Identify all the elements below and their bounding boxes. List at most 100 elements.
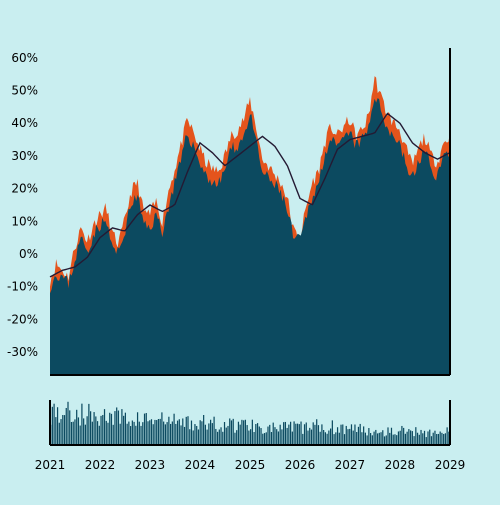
volume-bar <box>370 433 372 445</box>
x-tick-label: 2028 <box>385 458 416 472</box>
volume-bar <box>394 434 396 445</box>
volume-bar <box>84 424 86 445</box>
volume-bar <box>74 419 76 445</box>
volume-bar <box>140 425 142 445</box>
volume-bar <box>312 422 314 445</box>
volume-bar <box>333 434 335 445</box>
volume-bar <box>404 433 406 445</box>
volume-bar <box>182 418 184 445</box>
volume-bar <box>253 432 255 445</box>
volume-bar <box>210 419 212 445</box>
volume-bar <box>244 419 246 445</box>
volume-bar <box>103 409 106 445</box>
volume-bar <box>411 431 413 445</box>
volume-bar <box>383 436 386 445</box>
volume-bar <box>430 436 433 445</box>
y-axis: -30% -20% -10% 0% 10% 20% 30% 40% 50% 60% <box>7 51 38 359</box>
volume-bar <box>157 419 160 445</box>
volume-bar <box>303 424 306 445</box>
volume-bar <box>237 421 240 445</box>
y-tick-label: 40% <box>11 116 38 130</box>
volume-bar <box>58 422 60 445</box>
volume-bar <box>156 420 158 445</box>
y-tick-label: 60% <box>11 51 38 65</box>
volume-bar <box>138 421 140 445</box>
x-tick-label: 2023 <box>135 458 166 472</box>
volume-bar <box>352 430 354 445</box>
volume-bar <box>286 427 288 445</box>
y-tick-label: 30% <box>11 149 38 163</box>
volume-bar <box>343 434 346 445</box>
volume-bar <box>296 423 299 445</box>
volume-bar <box>62 414 64 445</box>
volume-bar <box>317 425 320 445</box>
volume-bar <box>415 427 417 445</box>
volume-bar <box>396 435 398 445</box>
volume-bar <box>392 434 394 445</box>
volume-bar <box>230 420 233 445</box>
volume-bar <box>283 422 285 445</box>
volume-bar <box>319 431 321 445</box>
volume-bar <box>276 429 278 445</box>
volume-bar <box>117 410 120 445</box>
x-axis: 2021 2022 2023 2024 2025 2026 2027 2028 2029 <box>35 458 466 472</box>
volume-bar <box>123 415 125 445</box>
volume-bar <box>176 420 179 445</box>
volume-bar <box>310 429 313 445</box>
volume-bar <box>375 429 377 445</box>
volume-bar <box>170 423 172 445</box>
volume-bar <box>291 431 293 445</box>
volume-bar <box>91 421 93 445</box>
volume-bar <box>130 426 132 445</box>
volume-bar <box>263 433 266 445</box>
volume-bar <box>175 423 177 445</box>
volume-bar <box>220 427 222 445</box>
volume-bar <box>371 435 373 445</box>
x-tick-label: 2029 <box>435 458 466 472</box>
volume-bar <box>326 433 328 445</box>
volume-bar <box>98 425 100 445</box>
volume-bar <box>178 419 180 445</box>
volume-bar <box>72 421 74 445</box>
volume-bar <box>323 430 325 445</box>
volume-bar <box>133 421 135 445</box>
volume-bar <box>350 424 353 445</box>
volume-bar <box>86 416 88 445</box>
volume-bar <box>213 416 215 445</box>
volume-bar <box>223 422 226 445</box>
volume-bar <box>256 423 259 445</box>
volume-bar <box>324 432 326 445</box>
volume-bar <box>239 424 241 445</box>
volume-bar <box>420 429 422 445</box>
volume-bar <box>321 424 323 445</box>
volume-bar <box>293 421 295 445</box>
volume-bar <box>81 403 83 445</box>
volume-bar <box>192 430 194 445</box>
x-tick-label: 2027 <box>335 458 366 472</box>
volume-bar <box>356 432 358 445</box>
volume-bar <box>432 432 434 445</box>
volume-bar <box>185 416 187 445</box>
volume-bar <box>143 413 146 445</box>
volume-bar <box>229 418 231 445</box>
volume-bar <box>425 437 427 445</box>
y-tick-label: 20% <box>11 182 38 196</box>
volume-bar <box>418 434 420 445</box>
volume-bar <box>65 407 67 445</box>
volume-bar <box>206 429 208 445</box>
volume-bar <box>255 424 257 445</box>
volume-bar <box>290 421 292 445</box>
volume-bar <box>55 417 57 445</box>
volume-bar <box>269 424 271 445</box>
volume-bar <box>376 433 379 445</box>
volume-bar <box>260 428 262 445</box>
volume-bar <box>448 431 450 445</box>
volume-bar <box>279 424 281 445</box>
volume-bar <box>51 406 53 445</box>
volume-bar <box>267 426 269 445</box>
y-tick-label: -10% <box>7 280 38 294</box>
volume-bar <box>444 433 446 445</box>
volume-bar <box>121 409 123 445</box>
volume-bar <box>314 424 316 445</box>
volume-bar <box>401 425 403 445</box>
